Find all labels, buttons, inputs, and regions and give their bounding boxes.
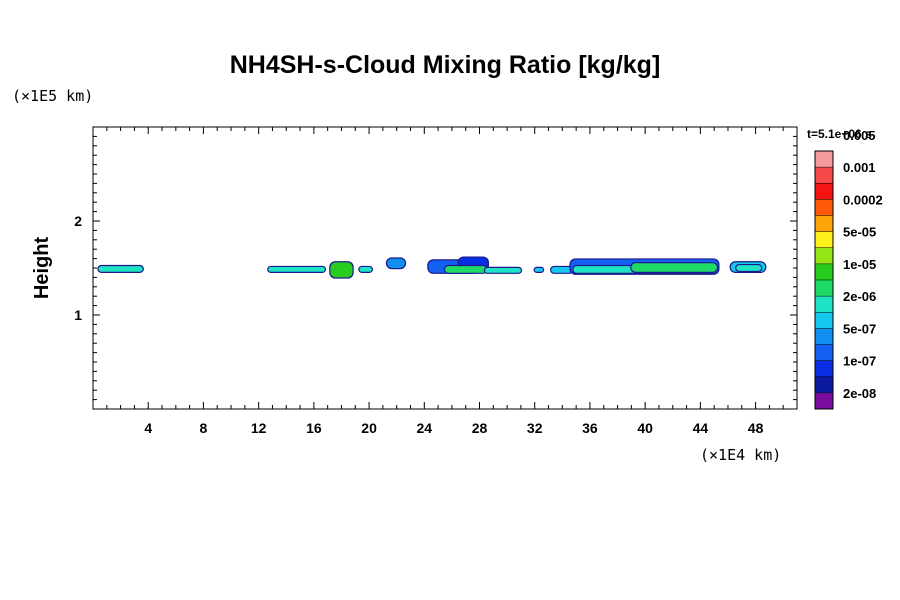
colorbar-label: 1e-07 <box>843 354 876 369</box>
colorbar-swatch <box>815 344 833 361</box>
x-tick-label: 48 <box>748 420 764 436</box>
colorbar-swatch <box>815 360 833 377</box>
colorbar-swatch <box>815 247 833 264</box>
colorbar: 2e-08 1e-07 5e-07 2e-06 1e-05 5e-05 0.0002 0.00… <box>814 128 883 410</box>
colorbar-label: 0.001 <box>843 160 876 175</box>
cloud-region <box>330 262 353 278</box>
time-label: t=5.1e+06 s <box>807 127 872 141</box>
y-unit-label: (×1E5 km) <box>12 87 93 105</box>
cloud-layer <box>97 256 767 279</box>
colorbar-label: 5e-07 <box>843 321 876 336</box>
x-tick-label: 32 <box>527 420 543 436</box>
x-tick-label: 16 <box>306 420 322 436</box>
x-tick-label: 4 <box>144 420 152 436</box>
cloud-region <box>387 258 405 268</box>
x-tick-label: 36 <box>582 420 598 436</box>
colorbar-label: 0.005 <box>843 128 876 143</box>
y-tick-label: 2 <box>74 213 82 229</box>
colorbar-label: 5e-05 <box>843 225 876 240</box>
x-tick-label: 12 <box>251 420 267 436</box>
cloud-region <box>485 268 521 273</box>
x-tick-label: 28 <box>472 420 488 436</box>
colorbar-label: 2e-06 <box>843 289 876 304</box>
y-axis-label: Height <box>31 237 53 300</box>
colorbar-label: 1e-05 <box>843 257 876 272</box>
colorbar-label: 0.0002 <box>843 192 883 207</box>
colorbar-swatch <box>815 183 833 200</box>
cloud-region <box>268 267 325 272</box>
x-tick-label: 44 <box>693 420 709 436</box>
colorbar-swatch <box>815 231 833 248</box>
colorbar-swatch <box>815 280 833 297</box>
cloud-region <box>359 267 372 272</box>
colorbar-swatch <box>815 199 833 216</box>
chart-title: NH4SH-s-Cloud Mixing Ratio [kg/kg] <box>230 51 661 79</box>
cloud-region <box>445 266 487 273</box>
y-tick-label: 1 <box>74 307 82 323</box>
colorbar-swatch <box>815 215 833 232</box>
colorbar-swatch <box>815 263 833 280</box>
x-unit-label: (×1E4 km) <box>700 446 781 464</box>
colorbar-swatch <box>815 376 833 393</box>
colorbar-swatch <box>815 151 833 168</box>
x-tick-label: 24 <box>417 420 433 436</box>
x-tick-label: 40 <box>637 420 653 436</box>
colorbar-frame <box>814 150 834 410</box>
colorbar-swatch <box>815 296 833 313</box>
x-tick-label: 20 <box>361 420 377 436</box>
cloud-region <box>534 268 544 272</box>
colorbar-swatch <box>815 312 833 329</box>
colorbar-swatch <box>815 392 833 409</box>
x-tick-label: 8 <box>200 420 208 436</box>
colorbar-label: 2e-08 <box>843 386 876 401</box>
cloud-region <box>98 266 143 272</box>
cloud-region <box>631 263 717 272</box>
cloud-region <box>736 265 762 271</box>
colorbar-swatch <box>815 328 833 345</box>
colorbar-swatch <box>815 167 833 184</box>
cloud-region <box>551 267 572 273</box>
